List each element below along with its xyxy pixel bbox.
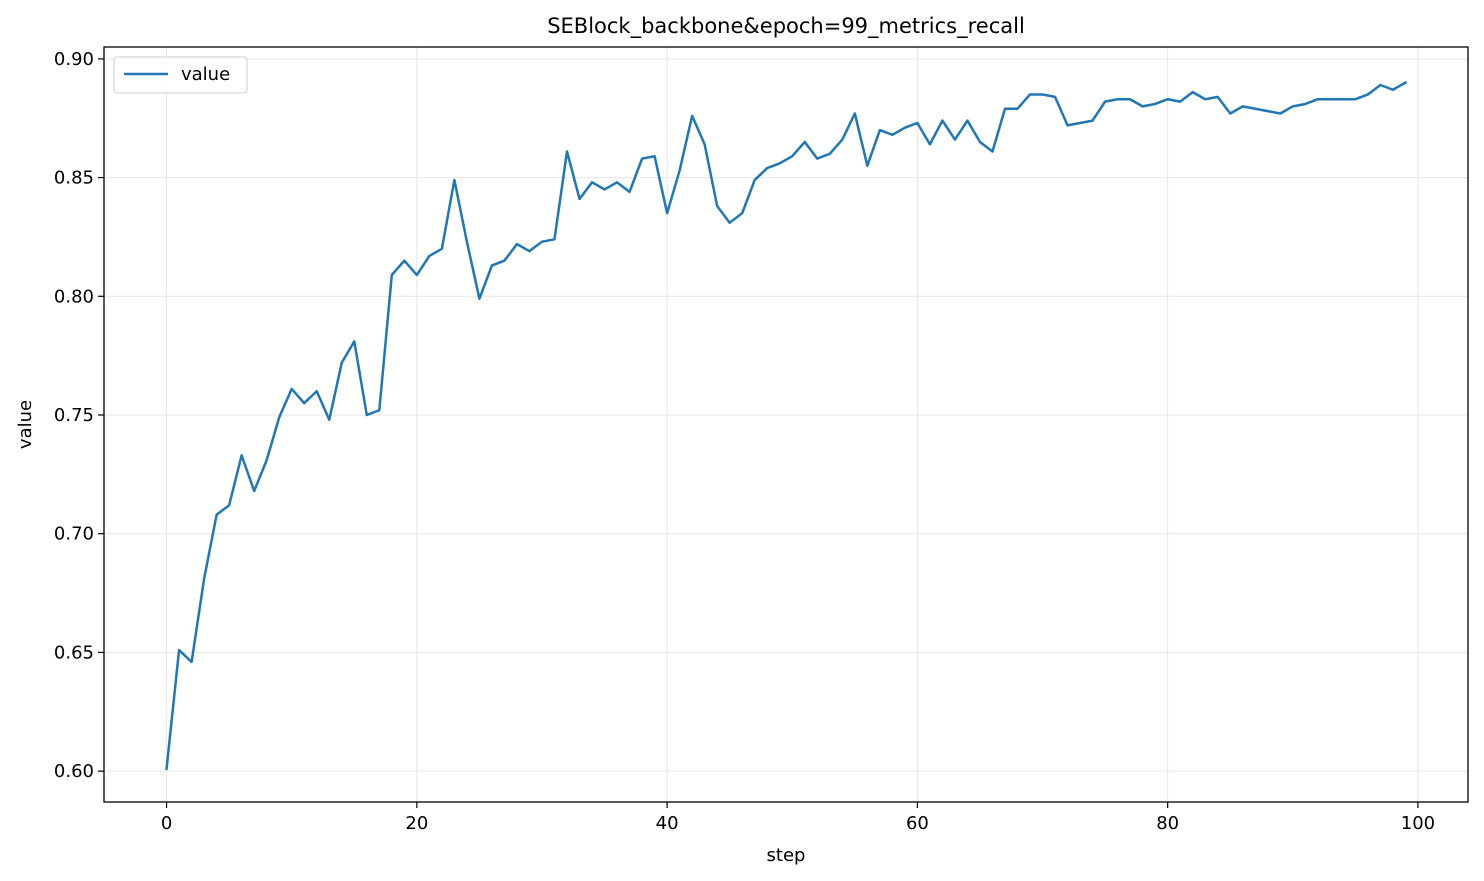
legend: value — [113, 56, 248, 94]
y-tick-label: 0.70 — [54, 524, 94, 545]
series-line-value — [165, 80, 1408, 771]
plot-area-frame — [103, 46, 1469, 803]
x-axis-ticks: 0 20 40 60 80 100 — [161, 802, 1435, 834]
series-layer — [165, 80, 1408, 771]
x-tick-label: 0 — [161, 813, 172, 834]
y-tick-label: 0.60 — [54, 761, 94, 782]
legend-box — [113, 56, 248, 94]
x-tick-label: 80 — [1156, 813, 1179, 834]
y-tick-label: 0.65 — [54, 642, 94, 663]
y-tick-label: 0.75 — [54, 405, 94, 426]
y-tick-label: 0.80 — [54, 286, 94, 307]
x-axis-label: step — [767, 845, 806, 866]
y-tick-label: 0.85 — [54, 168, 94, 189]
chart-title: SEBlock_backbone&epoch=99_metrics_recall — [547, 14, 1025, 39]
y-axis-ticks: 0.60 0.65 0.70 0.75 0.80 0.85 0.90 — [54, 49, 104, 782]
grid-lines — [104, 47, 1468, 802]
x-tick-label: 100 — [1401, 813, 1435, 834]
x-tick-label: 20 — [405, 813, 428, 834]
x-tick-label: 40 — [656, 813, 679, 834]
x-tick-label: 60 — [906, 813, 929, 834]
y-tick-label: 0.90 — [54, 49, 94, 70]
y-axis-label: value — [15, 400, 36, 449]
legend-label-value: value — [181, 64, 230, 85]
